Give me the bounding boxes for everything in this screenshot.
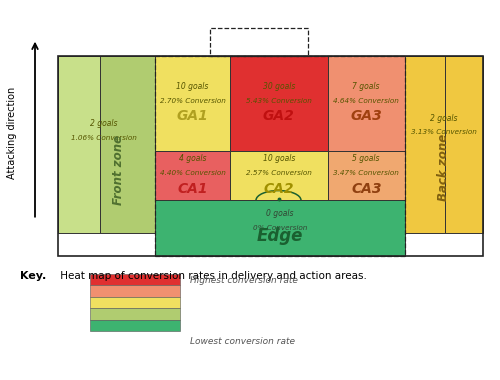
Bar	[230, 55, 328, 151]
Bar	[58, 55, 100, 233]
Text: GA3: GA3	[350, 109, 382, 123]
Text: 10 goals: 10 goals	[262, 154, 295, 163]
Bar	[155, 151, 230, 200]
Text: Key.: Key.	[20, 271, 46, 280]
Text: 10 goals: 10 goals	[176, 82, 208, 91]
Text: 3.47% Conversion: 3.47% Conversion	[334, 170, 399, 176]
Text: Back zone: Back zone	[437, 134, 450, 201]
Text: CA1: CA1	[177, 182, 208, 196]
Bar	[90, 308, 180, 320]
Text: 30 goals: 30 goals	[262, 82, 295, 91]
Text: 1.06% Conversion: 1.06% Conversion	[71, 135, 136, 141]
Text: 2.57% Conversion: 2.57% Conversion	[246, 170, 312, 176]
Text: GA1: GA1	[176, 109, 208, 123]
Bar	[210, 28, 308, 55]
Text: 2 goals: 2 goals	[430, 114, 458, 123]
Text: 4 goals: 4 goals	[179, 154, 206, 163]
Text: 5 goals: 5 goals	[352, 154, 380, 163]
Bar	[155, 55, 405, 256]
Bar	[100, 55, 155, 233]
Text: Front zone: Front zone	[112, 135, 125, 205]
Bar	[230, 151, 328, 200]
Bar	[90, 274, 180, 285]
Bar	[90, 297, 180, 308]
Text: Lowest conversion rate: Lowest conversion rate	[190, 337, 295, 345]
Bar	[155, 55, 230, 151]
Text: 4.64% Conversion: 4.64% Conversion	[334, 98, 399, 104]
Bar	[155, 200, 405, 256]
Text: 0 goals: 0 goals	[266, 209, 294, 218]
Text: Edge: Edge	[257, 227, 303, 245]
Bar	[405, 55, 445, 233]
Text: 5.43% Conversion: 5.43% Conversion	[246, 98, 312, 104]
Text: 7 goals: 7 goals	[352, 82, 380, 91]
Text: 3.13% Conversion: 3.13% Conversion	[411, 130, 476, 135]
Bar	[90, 285, 180, 297]
Text: Heat map of conversion rates in delivery and action areas.: Heat map of conversion rates in delivery…	[58, 271, 368, 280]
Text: 4.40% Conversion: 4.40% Conversion	[160, 170, 226, 176]
Text: Highest conversion rate: Highest conversion rate	[190, 276, 298, 285]
Text: GA2: GA2	[263, 109, 294, 123]
Text: Attacking direction: Attacking direction	[8, 87, 18, 179]
Text: CA2: CA2	[264, 182, 294, 196]
Bar	[328, 151, 405, 200]
Bar	[328, 55, 405, 151]
Bar	[58, 55, 482, 256]
Text: 2 goals: 2 goals	[90, 119, 118, 128]
Text: 2.70% Conversion: 2.70% Conversion	[160, 98, 226, 104]
Text: CA3: CA3	[351, 182, 382, 196]
Text: 0% Conversion: 0% Conversion	[253, 225, 307, 231]
Bar	[445, 55, 482, 233]
Bar	[90, 320, 180, 331]
